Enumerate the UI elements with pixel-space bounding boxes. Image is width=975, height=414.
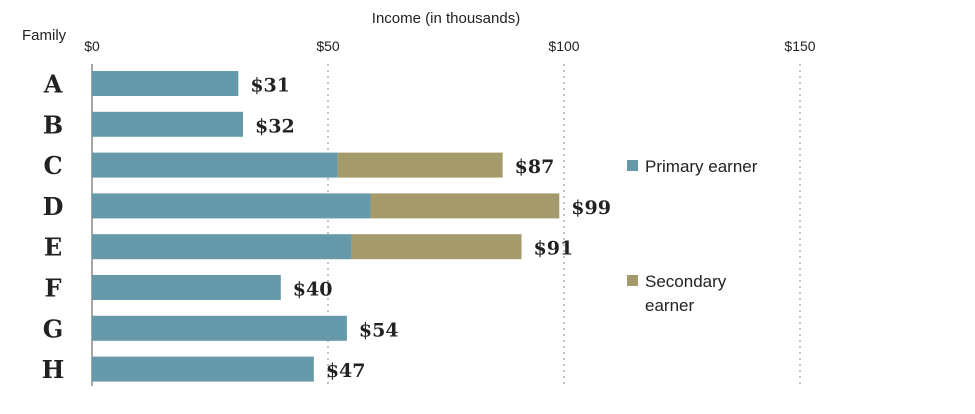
bar-primary	[92, 356, 314, 382]
bar-primary	[92, 71, 239, 96]
bar-primary	[92, 234, 352, 260]
x-tick-label: $100	[548, 38, 579, 54]
x-tick-label: $50	[316, 38, 340, 54]
bar-secondary	[370, 193, 560, 219]
legend-swatch-secondary	[627, 275, 638, 286]
data-label: $31	[250, 75, 290, 97]
x-axis-ticks: $0 $50 $100 $150	[84, 38, 816, 54]
bar-secondary	[351, 234, 522, 260]
bar-primary	[92, 193, 371, 219]
data-label: $32	[255, 115, 295, 137]
legend-label-primary: Primary earner	[645, 157, 758, 176]
bar-primary	[92, 275, 281, 300]
category-label: D	[43, 192, 64, 221]
category-label: G	[43, 314, 64, 343]
x-tick-label: $0	[84, 38, 100, 54]
gridlines	[327, 64, 801, 386]
category-label: B	[43, 110, 63, 139]
category-label: C	[43, 151, 62, 180]
category-label: H	[42, 355, 65, 384]
data-label: $54	[359, 319, 399, 341]
legend: Primary earner Secondary earner	[627, 157, 758, 315]
category-label: A	[43, 70, 63, 99]
category-label: E	[44, 233, 62, 262]
data-label: $99	[571, 197, 611, 219]
legend-label-secondary: Secondary earner	[645, 272, 727, 315]
bars: A $31 B $32 C $87 D $99 E $91 F $40 G $54 H $47	[42, 70, 611, 385]
data-label: $91	[534, 238, 574, 260]
data-label: $87	[515, 156, 555, 178]
data-label: $47	[326, 360, 366, 382]
bar-primary	[92, 152, 338, 178]
category-label: F	[44, 274, 61, 303]
legend-label-line: earner	[645, 296, 694, 315]
legend-label-line: Secondary	[645, 272, 727, 291]
bar-primary	[92, 111, 244, 137]
bar-primary	[92, 315, 347, 341]
x-tick-label: $150	[784, 38, 815, 54]
y-axis-title: Family	[22, 27, 67, 44]
legend-swatch-primary	[627, 160, 638, 171]
data-label: $40	[293, 279, 333, 301]
bar-secondary	[337, 152, 503, 178]
x-axis-title: Income (in thousands)	[372, 10, 520, 27]
